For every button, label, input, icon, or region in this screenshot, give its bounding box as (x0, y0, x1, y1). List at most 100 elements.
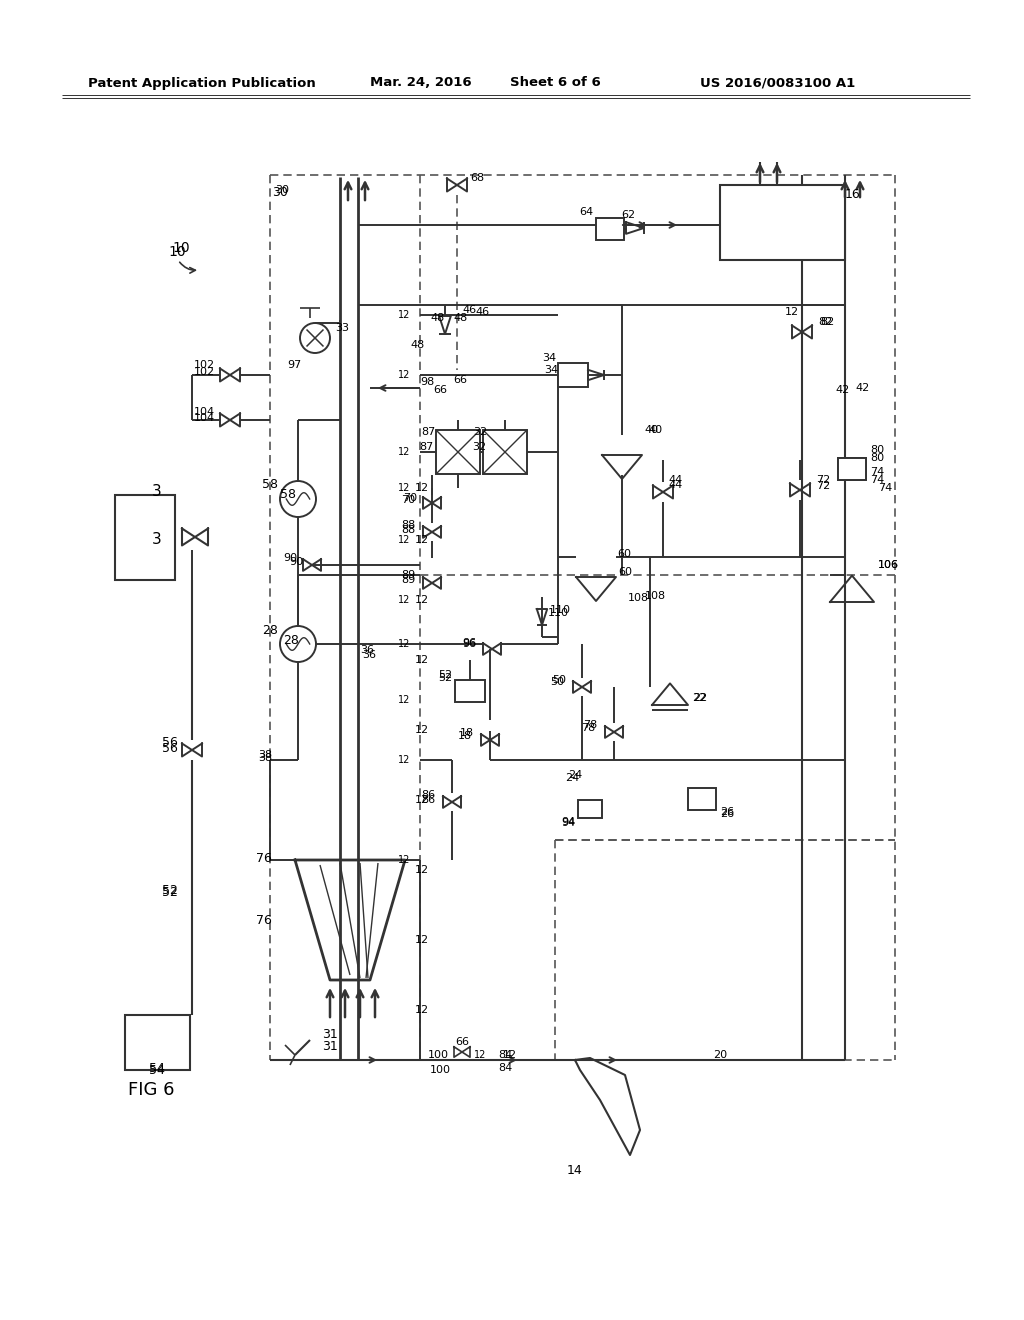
Text: 40: 40 (648, 425, 663, 436)
Text: 44: 44 (668, 475, 682, 484)
Text: 100: 100 (427, 1049, 449, 1060)
Text: 52: 52 (162, 883, 178, 896)
Text: 22: 22 (692, 693, 707, 704)
Bar (483, 430, 527, 474)
Text: 78: 78 (581, 723, 595, 733)
Text: 74: 74 (878, 483, 892, 492)
Text: 72: 72 (816, 480, 830, 491)
Text: 24: 24 (568, 770, 583, 780)
Text: 24: 24 (565, 774, 580, 783)
Text: 86: 86 (421, 789, 435, 800)
Text: 87: 87 (419, 442, 433, 451)
Text: 87: 87 (422, 426, 436, 437)
Text: 97: 97 (288, 360, 302, 370)
Text: 12: 12 (397, 535, 410, 545)
Circle shape (280, 626, 316, 663)
Text: 12: 12 (503, 1049, 517, 1060)
Text: 12: 12 (415, 535, 429, 545)
Text: 12: 12 (397, 483, 410, 492)
Text: 10: 10 (172, 242, 189, 255)
Text: 48: 48 (431, 313, 445, 323)
Bar (688, 788, 716, 810)
Text: 46: 46 (475, 308, 489, 317)
Text: 100: 100 (429, 1065, 451, 1074)
Text: 30: 30 (272, 186, 288, 199)
Text: 90: 90 (289, 557, 303, 568)
Text: 104: 104 (194, 407, 215, 417)
Text: 36: 36 (362, 649, 376, 660)
Text: 32: 32 (472, 442, 486, 451)
Text: 98: 98 (420, 378, 434, 387)
Text: 12: 12 (474, 1049, 486, 1060)
Text: 102: 102 (194, 367, 215, 378)
Bar (838, 458, 866, 480)
Text: 12: 12 (397, 855, 410, 865)
Text: 60: 60 (617, 549, 631, 558)
Circle shape (300, 323, 330, 352)
Text: 52: 52 (438, 673, 452, 682)
Text: 56: 56 (162, 742, 178, 755)
Text: Patent Application Publication: Patent Application Publication (88, 77, 315, 90)
Text: 34: 34 (544, 366, 558, 375)
Text: 12: 12 (397, 370, 410, 380)
Text: 66: 66 (453, 375, 467, 385)
Text: 50: 50 (550, 677, 564, 686)
Bar (578, 800, 602, 818)
Text: 32: 32 (473, 426, 487, 437)
Text: 80: 80 (870, 445, 884, 455)
Text: 110: 110 (548, 609, 569, 618)
Text: 110: 110 (550, 605, 571, 615)
Text: 3: 3 (153, 484, 162, 499)
Text: 66: 66 (433, 385, 447, 395)
Text: 74: 74 (870, 475, 885, 484)
Bar (720, 185, 845, 260)
Text: 34: 34 (542, 352, 556, 363)
Text: 12: 12 (397, 696, 410, 705)
Text: 96: 96 (462, 638, 476, 648)
Text: 48: 48 (411, 341, 425, 350)
Text: 31: 31 (323, 1040, 338, 1053)
Text: 74: 74 (870, 467, 885, 477)
Text: 18: 18 (458, 731, 472, 741)
Text: 46: 46 (462, 305, 476, 315)
Text: 36: 36 (360, 645, 374, 655)
Text: 84: 84 (498, 1049, 512, 1060)
Text: 22: 22 (693, 693, 708, 704)
Text: 40: 40 (644, 425, 658, 436)
Bar (436, 430, 480, 474)
Text: 70: 70 (402, 492, 417, 503)
Text: 106: 106 (878, 560, 899, 570)
Text: 90: 90 (283, 553, 297, 564)
Text: 12: 12 (415, 1005, 429, 1015)
Text: 89: 89 (400, 576, 415, 585)
Text: 102: 102 (194, 360, 215, 370)
Text: 94: 94 (562, 818, 575, 828)
Text: 96: 96 (462, 639, 476, 649)
Text: 104: 104 (194, 413, 215, 422)
Text: 12: 12 (415, 795, 429, 805)
Text: 10: 10 (168, 246, 185, 259)
Text: 3: 3 (153, 532, 162, 548)
Text: 12: 12 (397, 595, 410, 605)
Text: 76: 76 (256, 851, 272, 865)
Text: 44: 44 (668, 480, 682, 490)
Text: 12: 12 (415, 483, 429, 492)
Text: 38: 38 (258, 750, 272, 760)
Text: 12: 12 (397, 755, 410, 766)
Text: 94: 94 (561, 817, 575, 828)
Text: 42: 42 (855, 383, 869, 393)
Text: Mar. 24, 2016: Mar. 24, 2016 (370, 77, 472, 90)
Text: 38: 38 (258, 752, 272, 763)
Text: 18: 18 (460, 729, 474, 738)
Text: 64: 64 (579, 207, 593, 216)
Text: 12: 12 (415, 655, 429, 665)
Text: 28: 28 (283, 634, 299, 647)
Text: 42: 42 (836, 385, 850, 395)
Text: 52: 52 (162, 886, 178, 899)
Bar (125, 1015, 190, 1071)
Text: 80: 80 (870, 453, 884, 463)
Text: 89: 89 (400, 570, 415, 579)
Text: 33: 33 (335, 323, 349, 333)
Text: 68: 68 (470, 173, 484, 183)
Bar (558, 363, 588, 387)
